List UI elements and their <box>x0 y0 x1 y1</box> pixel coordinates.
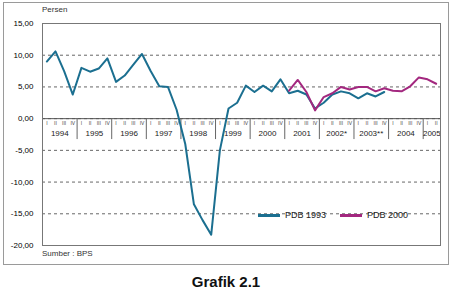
svg-text:IV: IV <box>243 120 248 126</box>
svg-text:IV: IV <box>347 120 352 126</box>
svg-text:I: I <box>219 120 220 126</box>
svg-text:15,00: 15,00 <box>13 19 34 28</box>
svg-text:II: II <box>366 120 369 126</box>
html-text:PDB 1993: PDB 1993 <box>284 210 326 220</box>
svg-text:I: I <box>46 120 47 126</box>
svg-text:II: II <box>89 120 92 126</box>
svg-text:II: II <box>123 120 126 126</box>
svg-text:II: II <box>400 120 403 126</box>
html-text:Sumber : BPS: Sumber : BPS <box>42 249 93 258</box>
svg-text:III: III <box>166 120 170 126</box>
svg-text:IV: IV <box>278 120 283 126</box>
svg-text:I: I <box>81 120 82 126</box>
svg-text:2004: 2004 <box>397 129 415 138</box>
svg-text:IV: IV <box>417 120 422 126</box>
svg-text:2001: 2001 <box>293 129 311 138</box>
svg-text:0,00: 0,00 <box>18 114 34 123</box>
svg-text:III: III <box>200 120 204 126</box>
svg-text:2002*: 2002* <box>326 129 347 138</box>
svg-text:IV: IV <box>105 120 110 126</box>
svg-text:IV: IV <box>140 120 145 126</box>
svg-text:I: I <box>185 120 186 126</box>
svg-text:III: III <box>62 120 66 126</box>
svg-text:-10,00: -10,00 <box>11 178 34 187</box>
svg-text:10,00: 10,00 <box>13 51 34 60</box>
svg-text:1995: 1995 <box>86 129 104 138</box>
svg-text:III: III <box>270 120 274 126</box>
svg-text:2005: 2005 <box>423 129 441 138</box>
html-text:PDB 2000: PDB 2000 <box>367 210 408 220</box>
svg-text:I: I <box>115 120 116 126</box>
svg-text:IV: IV <box>209 120 214 126</box>
svg-text:I: I <box>288 120 289 126</box>
svg-text:II: II <box>54 120 57 126</box>
svg-text:IV: IV <box>313 120 318 126</box>
svg-text:IV: IV <box>382 120 387 126</box>
svg-text:II: II <box>262 120 265 126</box>
svg-text:III: III <box>339 120 343 126</box>
svg-text:III: III <box>374 120 378 126</box>
svg-text:III: III <box>97 120 101 126</box>
svg-text:1999: 1999 <box>224 129 242 138</box>
svg-text:II: II <box>296 120 299 126</box>
svg-text:III: III <box>235 120 239 126</box>
svg-text:III: III <box>304 120 308 126</box>
svg-text:I: I <box>358 120 359 126</box>
svg-text:1997: 1997 <box>155 129 173 138</box>
svg-text:-15,00: -15,00 <box>11 209 34 218</box>
svg-text:-5,00: -5,00 <box>15 146 34 155</box>
svg-text:II: II <box>435 120 438 126</box>
html-text:Grafik 2.1: Grafik 2.1 <box>191 273 261 290</box>
svg-text:I: I <box>427 120 428 126</box>
svg-text:I: I <box>392 120 393 126</box>
svg-text:2000: 2000 <box>259 129 277 138</box>
svg-text:II: II <box>193 120 196 126</box>
svg-text:IV: IV <box>174 120 179 127</box>
svg-text:II: II <box>227 120 230 126</box>
svg-text:II: II <box>331 120 334 126</box>
html-text:Persen: Persen <box>42 5 68 14</box>
svg-text:1996: 1996 <box>120 129 138 138</box>
svg-text:II: II <box>158 120 161 126</box>
svg-text:I: I <box>150 120 151 126</box>
svg-text:2003**: 2003** <box>359 129 383 138</box>
svg-text:III: III <box>131 120 135 126</box>
svg-text:I: I <box>323 120 324 126</box>
svg-text:-20,00: -20,00 <box>11 241 34 249</box>
svg-text:1998: 1998 <box>189 129 207 138</box>
svg-text:I: I <box>254 120 255 126</box>
svg-text:1994: 1994 <box>51 129 69 138</box>
svg-text:5,00: 5,00 <box>18 82 34 91</box>
svg-text:IV: IV <box>70 120 75 126</box>
svg-text:III: III <box>408 120 412 126</box>
